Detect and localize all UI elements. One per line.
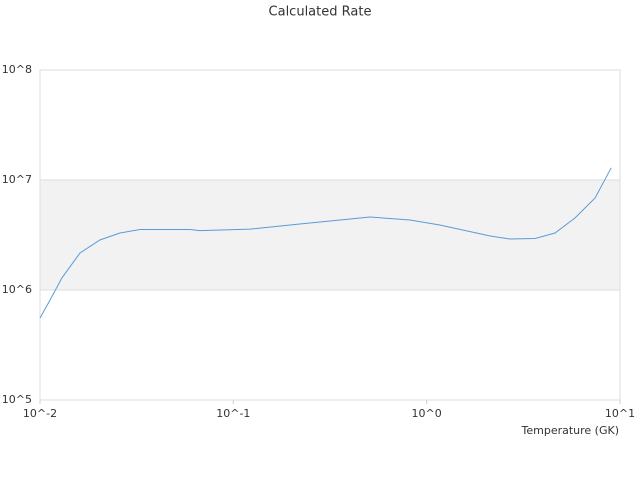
chart-title: Calculated Rate	[269, 5, 372, 20]
grid-band	[40, 180, 620, 290]
x-tick-label: 10^-2	[23, 407, 57, 420]
y-tick-label: 10^5	[2, 393, 32, 406]
y-tick-label: 10^6	[2, 283, 32, 296]
y-tick-label: 10^7	[2, 173, 32, 186]
x-axis-title: Temperature (GK)	[521, 424, 620, 437]
x-tick-label: 10^0	[412, 407, 442, 420]
line	[39, 167, 612, 319]
plot-border	[39, 69, 621, 401]
x-tick-label: 10^1	[605, 407, 635, 420]
y-tick-label: 10^8	[2, 63, 32, 76]
x-tick-label: 10^-1	[216, 407, 250, 420]
